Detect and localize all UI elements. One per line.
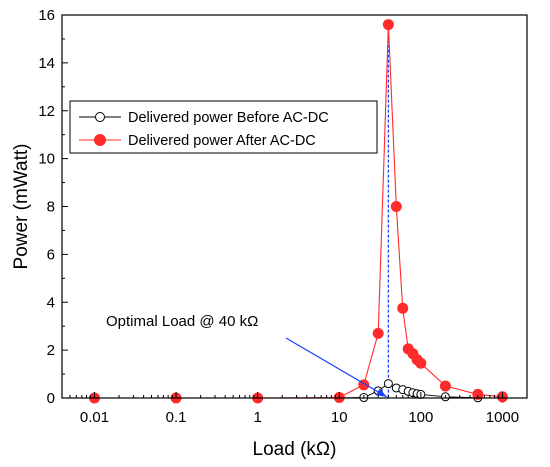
annotation-label: Optimal Load @ 40 kΩ (106, 313, 258, 330)
legend-marker (94, 134, 106, 146)
plot-area (88, 19, 508, 404)
x-tick-label: 100 (408, 409, 433, 426)
data-point-after (372, 327, 384, 339)
x-tick-label: 0.1 (166, 409, 187, 426)
y-tick-label: 6 (47, 246, 55, 263)
data-point-after (382, 19, 394, 31)
annotation-arrowhead (375, 388, 387, 397)
y-tick-label: 14 (38, 55, 55, 72)
series-line (94, 24, 503, 399)
legend-label: Delivered power After AC-DC (128, 133, 316, 149)
annotation-arrow (285, 337, 387, 398)
plot-frame (61, 14, 528, 399)
x-tick-label: 0.01 (80, 409, 109, 426)
y-tick-label: 16 (38, 7, 55, 24)
y-tick-label: 8 (47, 199, 55, 216)
data-point-after (415, 357, 427, 369)
y-tick-label: 0 (47, 390, 55, 407)
data-point-after (390, 201, 402, 212)
y-tick-label: 2 (47, 342, 55, 359)
x-tick-label: 10 (331, 409, 348, 426)
legend-marker (95, 112, 105, 122)
x-axis-title: Load (kΩ) (253, 439, 337, 460)
x-tick-label: 1000 (486, 409, 519, 426)
y-tick-label: 12 (38, 103, 55, 120)
y-tick-label: 10 (38, 151, 55, 168)
legend: Delivered power Before AC-DC Delivered po… (69, 100, 378, 154)
legend-label: Delivered power Before AC-DC (128, 110, 329, 126)
data-point-before (383, 379, 393, 389)
data-point-after (397, 302, 409, 314)
x-tick-label: 1 (253, 409, 261, 426)
data-point-after (439, 380, 451, 392)
axes: 0 2 4 6 8 10 12 14 16 0.01 0.1 1 10 100 1000 (38, 7, 528, 426)
legend-box (69, 100, 378, 154)
y-axis-title: Power (mWatt) (11, 144, 32, 270)
y-tick-label: 4 (47, 294, 55, 311)
data-point-after (472, 388, 484, 400)
